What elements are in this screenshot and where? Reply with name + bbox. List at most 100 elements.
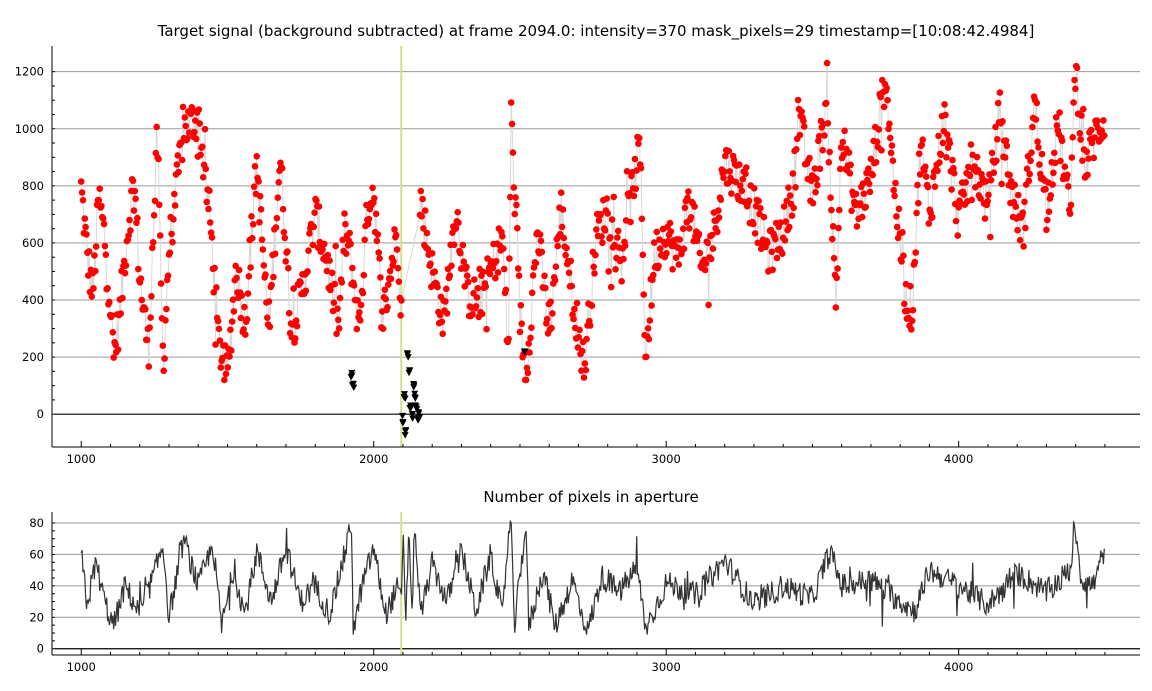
- signal-point: [459, 241, 467, 249]
- signal-point: [1023, 165, 1031, 173]
- signal-point: [768, 248, 776, 256]
- signal-point: [1033, 99, 1041, 107]
- signal-point: [537, 237, 545, 245]
- flagged-point: [411, 394, 419, 401]
- signal-point: [285, 264, 292, 272]
- signal-point: [248, 213, 255, 220]
- signal-point: [528, 289, 536, 297]
- signal-point: [155, 155, 162, 163]
- signal-point: [911, 258, 919, 266]
- signal-point: [614, 234, 621, 241]
- signal-plot-x-tick-label: 4000: [944, 452, 973, 466]
- signal-point: [149, 244, 156, 252]
- signal-point: [507, 193, 514, 201]
- flagged-point: [407, 402, 415, 409]
- signal-point: [892, 179, 899, 187]
- flagged-point: [401, 432, 409, 439]
- signal-point: [264, 314, 271, 322]
- signal-point: [604, 210, 611, 217]
- signal-point: [330, 299, 338, 307]
- signal-point: [199, 143, 206, 150]
- signal-point: [785, 184, 792, 191]
- signal-point: [359, 289, 367, 297]
- signal-point: [376, 255, 383, 262]
- signal-point: [873, 138, 881, 146]
- signal-point: [806, 154, 813, 162]
- signal-point: [238, 292, 246, 299]
- signal-point: [543, 315, 551, 323]
- signal-point: [463, 263, 470, 271]
- signal-point: [259, 246, 267, 253]
- signal-point: [250, 183, 258, 190]
- signal-point: [764, 239, 771, 247]
- aperture-plot-x-tick-label: 1000: [67, 660, 96, 674]
- signal-point: [1100, 117, 1107, 124]
- signal-point: [962, 179, 969, 186]
- signal-point: [99, 215, 107, 222]
- signal-point: [551, 277, 559, 284]
- signal-point: [790, 204, 797, 212]
- signal-point: [1028, 149, 1035, 156]
- signal-point: [1020, 243, 1027, 250]
- signal-point: [996, 89, 1004, 96]
- signal-point: [590, 263, 597, 271]
- signal-point: [738, 187, 746, 195]
- signal-point: [249, 221, 257, 228]
- signal-point: [610, 193, 618, 201]
- signal-point: [648, 302, 655, 309]
- signal-point: [385, 281, 392, 288]
- signal-point: [132, 195, 139, 203]
- signal-point: [1073, 64, 1081, 72]
- signal-point: [1050, 169, 1057, 177]
- signal-point: [542, 284, 549, 292]
- signal-point: [1051, 149, 1058, 157]
- signal-point: [913, 209, 920, 217]
- aperture-plot-title: Number of pixels in aperture: [483, 488, 698, 506]
- signal-point: [846, 170, 854, 177]
- signal-point: [909, 306, 917, 314]
- signal-point: [1064, 171, 1071, 179]
- signal-point: [714, 228, 721, 236]
- signal-point: [92, 267, 99, 275]
- signal-point: [156, 232, 164, 239]
- signal-point: [157, 280, 165, 287]
- signal-point: [121, 269, 129, 277]
- signal-point: [138, 296, 146, 304]
- signal-point: [691, 203, 698, 210]
- signal-point: [213, 284, 220, 291]
- signal-point: [513, 201, 520, 209]
- signal-point: [304, 268, 311, 275]
- signal-point: [999, 118, 1006, 125]
- signal-point: [290, 285, 297, 292]
- signal-point: [922, 173, 930, 180]
- signal-point: [273, 214, 281, 222]
- signal-point: [461, 283, 469, 290]
- signal-point: [1072, 85, 1079, 93]
- signal-point: [1042, 185, 1049, 193]
- signal-point: [541, 272, 548, 280]
- signal-point: [872, 159, 880, 166]
- signal-point: [258, 236, 266, 243]
- signal-point: [865, 165, 872, 172]
- signal-point: [240, 326, 247, 333]
- signal-point: [793, 146, 800, 153]
- signal-point: [929, 213, 936, 221]
- signal-point: [268, 281, 275, 289]
- signal-point: [1078, 112, 1085, 119]
- signal-point: [836, 165, 844, 173]
- signal-point: [968, 196, 976, 204]
- signal-point: [686, 225, 693, 232]
- signal-point: [664, 237, 672, 245]
- signal-point: [878, 147, 885, 154]
- signal-point: [237, 314, 245, 322]
- signal-point: [516, 328, 524, 336]
- signal-point: [823, 59, 831, 67]
- signal-point: [509, 149, 517, 156]
- signal-point: [650, 271, 657, 279]
- aperture-plot-x-tick-label: 3000: [652, 660, 681, 674]
- signal-point: [102, 251, 110, 258]
- signal-point: [824, 120, 832, 127]
- signal-point: [168, 230, 175, 238]
- signal-point: [245, 273, 253, 280]
- signal-point: [431, 268, 439, 276]
